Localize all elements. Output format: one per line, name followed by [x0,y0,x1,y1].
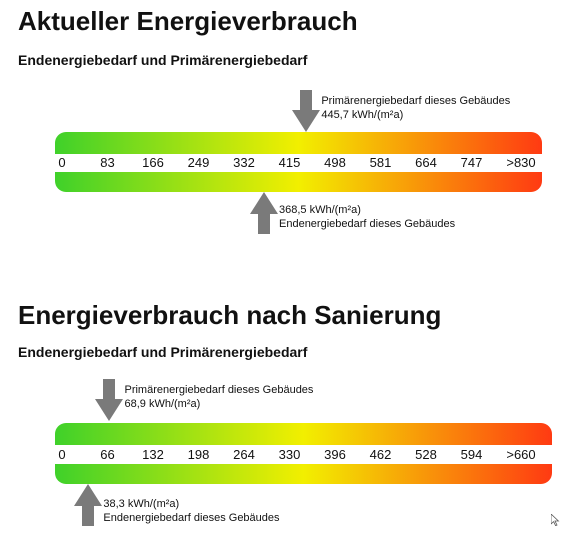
tick-label: 132 [142,447,164,462]
final-value: 368,5 kWh/(m²a) [279,204,361,216]
tick-label: 747 [460,155,483,170]
tick-label: 166 [142,155,164,170]
primary-annotation: Primärenergiebedarf dieses Gebäudes 68,9… [124,383,313,411]
tick-label: 332 [233,155,255,170]
mouse-pointer-icon [550,513,560,531]
chart-subtitle: Endenergiebedarf und Primärenergiebedarf [18,52,308,68]
final-label: Endenergiebedarf dieses Gebäudes [279,218,456,230]
final-arrow-icon [74,484,103,526]
tick-label: 0 [58,447,66,462]
primary-value: 68,9 kWh/(m²a) [124,398,201,410]
scale-ticks: 0 83 166 249 332 415 498 581 664 747 >830 [55,154,542,172]
chart-title: Aktueller Energieverbrauch [18,6,358,36]
primary-arrow-icon [95,379,124,421]
final-annotation: 368,5 kWh/(m²a) Endenergiebedarf dieses … [279,203,455,231]
scale-bar-bottom [55,172,542,192]
scale-bar-top [55,423,552,445]
chart-title: Energieverbrauch nach Sanierung [18,300,442,330]
tick-label: 83 [100,155,115,170]
tick-label: 396 [324,447,346,462]
tick-label: 664 [415,155,437,170]
scale-bar-top [55,132,542,154]
tick-label: 415 [278,155,301,170]
tick-label: 0 [58,155,66,170]
primary-label: Primärenergiebedarf dieses Gebäudes [321,95,511,107]
final-annotation: 38,3 kWh/(m²a) Endenergiebedarf dieses G… [103,497,279,525]
tick-label: >830 [506,155,536,170]
tick-label: >660 [506,447,536,462]
tick-label: 264 [233,447,255,462]
primary-value: 445,7 kWh/(m²a) [321,109,404,121]
final-value: 38,3 kWh/(m²a) [103,498,180,510]
primary-label: Primärenergiebedarf dieses Gebäudes [124,384,314,396]
final-arrow-icon [250,192,278,234]
primary-arrow-icon [292,90,321,132]
tick-label: 66 [100,447,115,462]
tick-label: 462 [369,447,392,462]
tick-label: 330 [278,447,301,462]
tick-label: 581 [369,155,392,170]
scale-ticks: 0 66 132 198 264 330 396 462 528 594 >660 [55,446,552,464]
tick-label: 594 [460,447,483,462]
chart-subtitle: Endenergiebedarf und Primärenergiebedarf [18,344,308,360]
tick-label: 498 [324,155,346,170]
final-label: Endenergiebedarf dieses Gebäudes [103,512,280,524]
tick-label: 249 [187,155,210,170]
tick-label: 528 [415,447,437,462]
primary-annotation: Primärenergiebedarf dieses Gebäudes 445,… [321,94,510,122]
tick-label: 198 [187,447,210,462]
scale-bar-bottom [55,464,552,484]
